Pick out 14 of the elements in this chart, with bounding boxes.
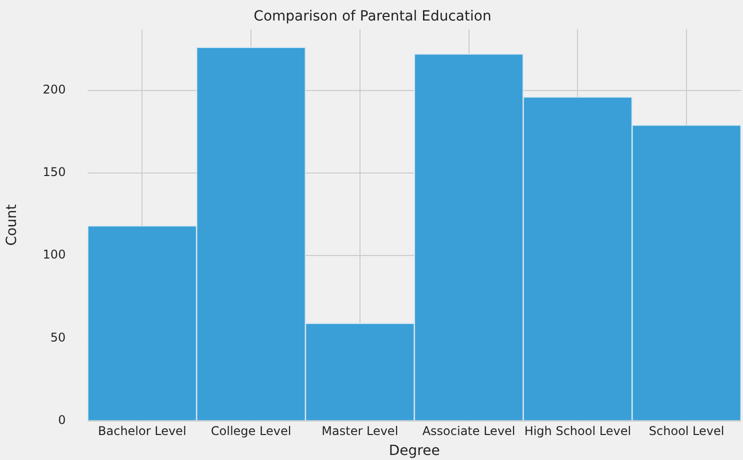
y-tick-label: 0: [58, 412, 66, 427]
x-tick-label: High School Level: [524, 424, 632, 438]
y-tick-label: 100: [42, 248, 66, 262]
x-tick-label: Master Level: [322, 424, 398, 438]
x-tick-label: College Level: [210, 424, 292, 438]
x-axis-title: Degree: [388, 443, 440, 460]
y-axis-title: Count: [4, 204, 20, 246]
x-tick-label: School Level: [648, 424, 724, 438]
y-tick-label: 200: [42, 82, 66, 96]
x-tick-label: Bachelor Level: [98, 424, 186, 438]
chart-title: Comparison of Parental Education: [254, 8, 492, 24]
x-tick-label: Associate Level: [422, 424, 516, 438]
y-tick-label: 150: [42, 165, 66, 180]
y-tick-label: 50: [50, 330, 66, 344]
